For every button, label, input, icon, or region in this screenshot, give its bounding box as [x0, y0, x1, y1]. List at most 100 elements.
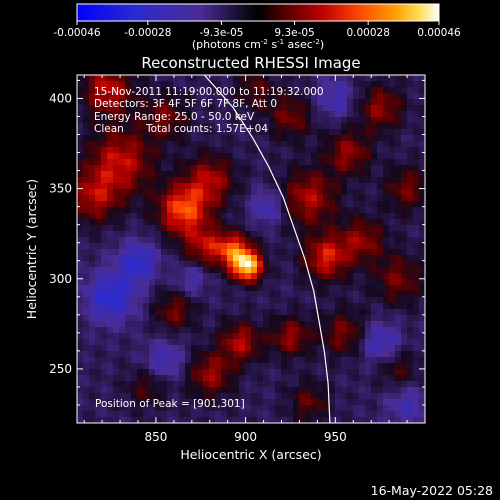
heatmap-cell — [245, 201, 252, 208]
heatmap-cell — [269, 219, 276, 226]
heatmap-cell — [287, 183, 294, 190]
heatmap-cell — [311, 153, 318, 160]
heatmap-cell — [83, 369, 90, 376]
heatmap-cell — [167, 333, 174, 340]
colorbar-ticks: -0.00046 -0.00028 -9.3e-05 9.3e-05 0.00028 0.… — [53, 21, 461, 39]
heatmap-cell — [353, 369, 360, 376]
heatmap-cell — [359, 273, 366, 280]
heatmap-cell — [113, 225, 120, 232]
heatmap-cell — [161, 255, 168, 262]
heatmap-cell — [353, 375, 360, 382]
heatmap-cell — [113, 237, 120, 244]
heatmap-cell — [419, 183, 425, 190]
heatmap-cell — [161, 87, 168, 94]
heatmap-cell — [119, 279, 126, 286]
heatmap-cell — [329, 129, 336, 136]
heatmap-cell — [245, 417, 252, 423]
heatmap-cell — [197, 273, 204, 280]
heatmap-cell — [107, 123, 114, 130]
heatmap-cell — [197, 225, 204, 232]
heatmap-cell — [179, 411, 186, 418]
heatmap-cell — [377, 357, 384, 364]
heatmap-cell — [239, 249, 246, 256]
heatmap-cell — [101, 99, 108, 106]
heatmap-cell — [359, 153, 366, 160]
heatmap-cell — [377, 411, 384, 418]
heatmap-cell — [131, 321, 138, 328]
heatmap-cell — [119, 213, 126, 220]
heatmap-cell — [359, 159, 366, 166]
heatmap-cell — [161, 189, 168, 196]
heatmap-cell — [185, 159, 192, 166]
heatmap-cell — [113, 213, 120, 220]
heatmap-cell — [257, 201, 264, 208]
heatmap-cell — [101, 231, 108, 238]
heatmap-cell — [323, 201, 330, 208]
heatmap-cell — [395, 183, 402, 190]
heatmap-cell — [191, 297, 198, 304]
heatmap-cell — [269, 291, 276, 298]
heatmap-cell — [335, 285, 342, 292]
heatmap-cell — [371, 327, 378, 334]
heatmap-cell — [395, 327, 402, 334]
heatmap-cell — [275, 309, 282, 316]
heatmap-cell — [245, 153, 252, 160]
heatmap-cell — [347, 321, 354, 328]
heatmap-cell — [119, 231, 126, 238]
heatmap-cell — [203, 153, 210, 160]
heatmap-cell — [311, 219, 318, 226]
heatmap-cell — [257, 345, 264, 352]
heatmap-cell — [359, 261, 366, 268]
heatmap-cell — [197, 369, 204, 376]
heatmap-cell — [227, 165, 234, 172]
heatmap-cell — [149, 405, 156, 412]
heatmap-cell — [233, 309, 240, 316]
heatmap-cell — [245, 297, 252, 304]
heatmap-cell — [101, 405, 108, 412]
heatmap-cell — [101, 327, 108, 334]
heatmap-cell — [185, 369, 192, 376]
heatmap-cell — [365, 225, 372, 232]
heatmap-cell — [185, 177, 192, 184]
heatmap-cell — [245, 171, 252, 178]
heatmap-cell — [299, 399, 306, 406]
heatmap-cell — [209, 159, 216, 166]
heatmap-cell — [191, 249, 198, 256]
heatmap-cell — [203, 273, 210, 280]
heatmap-cell — [131, 297, 138, 304]
heatmap-cell — [77, 321, 84, 328]
colorbar-tick-label: 9.3e-05 — [274, 27, 314, 39]
heatmap-cell — [323, 75, 330, 82]
heatmap-cell — [89, 165, 96, 172]
heatmap-cell — [407, 399, 414, 406]
heatmap-cell — [137, 219, 144, 226]
heatmap-cell — [137, 81, 144, 88]
heatmap-cell — [311, 267, 318, 274]
heatmap-cell — [167, 213, 174, 220]
heatmap-cell — [191, 315, 198, 322]
heatmap-cell — [233, 249, 240, 256]
heatmap-cell — [77, 303, 84, 310]
heatmap-cell — [221, 129, 228, 136]
heatmap-cell — [341, 411, 348, 418]
heatmap-cell — [305, 375, 312, 382]
heatmap-cell — [287, 219, 294, 226]
heatmap-cell — [203, 171, 210, 178]
heatmap-cell — [191, 141, 198, 148]
heatmap-cell — [107, 171, 114, 178]
heatmap-cell — [335, 183, 342, 190]
heatmap-cell — [101, 123, 108, 130]
heatmap-cell — [395, 231, 402, 238]
heatmap-cell — [197, 297, 204, 304]
heatmap-cell — [281, 411, 288, 418]
heatmap-cell — [83, 249, 90, 256]
heatmap-cell — [335, 123, 342, 130]
heatmap-cell — [371, 189, 378, 196]
heatmap-cell — [263, 267, 270, 274]
heatmap-cell — [275, 123, 282, 130]
heatmap-cell — [293, 279, 300, 286]
heatmap-cell — [365, 213, 372, 220]
heatmap-cell — [167, 297, 174, 304]
heatmap-cell — [191, 231, 198, 238]
heatmap-cell — [143, 249, 150, 256]
